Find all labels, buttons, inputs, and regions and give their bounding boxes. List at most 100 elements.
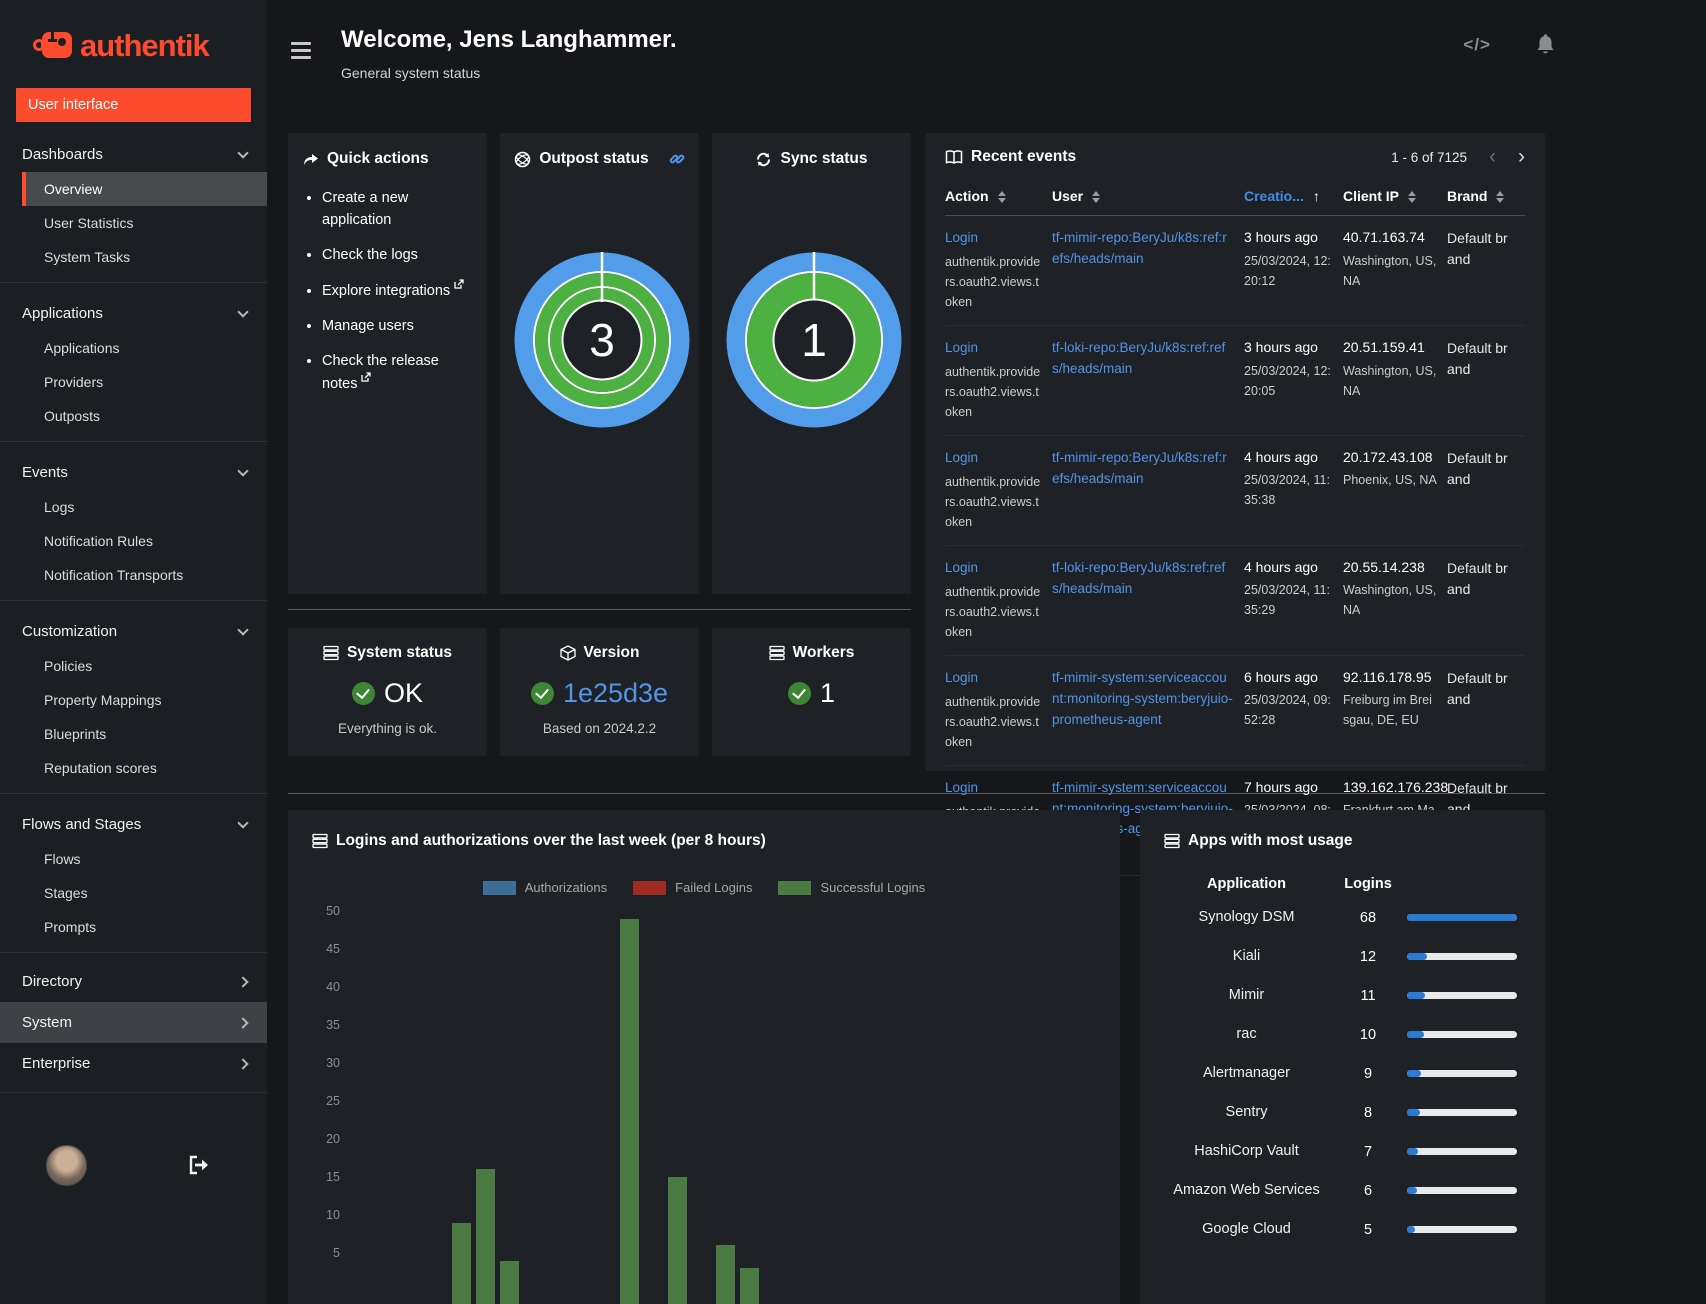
sidebar-item-outposts[interactable]: Outposts: [44, 408, 101, 424]
usage-bar-fill: [1407, 1187, 1417, 1194]
outpost-status-link-icon[interactable]: [669, 151, 685, 167]
sidebar-item-prompts[interactable]: Prompts: [44, 919, 97, 935]
event-time-relative: 3 hours ago: [1244, 229, 1318, 245]
section-divider: [288, 609, 911, 610]
event-action-cell: Login authentik.providers.oauth2.views.to…: [945, 668, 1052, 752]
events-column-brand[interactable]: Brand: [1447, 188, 1525, 204]
events-column-client-ip[interactable]: Client IP: [1343, 188, 1447, 204]
quick-action-explore-integrations[interactable]: Explore integrations: [322, 279, 473, 303]
event-action-link[interactable]: Login: [945, 559, 979, 575]
logout-icon[interactable]: [188, 1155, 210, 1175]
sidebar-item-applications[interactable]: Applications: [44, 340, 120, 356]
nav-group-header-applications[interactable]: Applications: [0, 291, 267, 331]
nav-divider: [0, 793, 267, 794]
quick-action-create-a-new-application[interactable]: Create a new application: [322, 188, 473, 232]
sync-status-card: Sync status 1: [712, 133, 911, 594]
event-action-detail: authentik.providers.oauth2.views.token: [945, 474, 1041, 529]
outpost-status-title: Outpost status: [539, 150, 649, 167]
sidebar-item-directory[interactable]: Directory: [0, 961, 267, 1002]
version-value-link[interactable]: 1e25d3e: [562, 678, 669, 708]
event-action-link[interactable]: Login: [945, 339, 979, 355]
events-column-user[interactable]: User: [1052, 188, 1244, 204]
event-time-relative: 4 hours ago: [1244, 558, 1318, 575]
event-user-link[interactable]: tf-mimir-repo:BeryJu/k8s:ref:refs/heads/…: [1052, 230, 1227, 266]
user-avatar[interactable]: [46, 1145, 87, 1186]
y-axis-tick-5: 5: [333, 1246, 340, 1260]
section-divider: [288, 793, 1545, 794]
sidebar-item-logs[interactable]: Logs: [44, 499, 75, 515]
chevron-right-icon: [237, 1016, 249, 1029]
event-action-link[interactable]: Login: [945, 669, 979, 685]
pagination-next-icon[interactable]: ›: [1518, 145, 1525, 168]
quick-action-check-the-release-notes[interactable]: Check the release notes: [322, 351, 473, 396]
recent-events-card: Recent events 1 - 6 of 7125 ‹ › Action Us…: [925, 133, 1545, 909]
event-action-link[interactable]: Login: [945, 449, 979, 465]
app-usage-bar: [1407, 914, 1521, 921]
sidebar-item-policies[interactable]: Policies: [44, 658, 93, 674]
nav-group-events: Events Logs Notification Rules Notification…: [0, 450, 267, 592]
event-client-ip: 20.55.14.238: [1343, 558, 1425, 575]
dashboard-content: Quick actions Create a new application Ch…: [267, 133, 1545, 1304]
sidebar-item-stages[interactable]: Stages: [44, 885, 88, 901]
server-icon: [323, 645, 339, 661]
sidebar-item-flows[interactable]: Flows: [44, 851, 81, 867]
quick-action-check-the-logs[interactable]: Check the logs: [322, 245, 473, 267]
event-action-link[interactable]: Login: [945, 230, 979, 245]
sidebar-item-providers[interactable]: Providers: [44, 374, 104, 390]
sidebar-item-blueprints[interactable]: Blueprints: [44, 726, 107, 742]
quick-actions-title: Quick actions: [327, 150, 429, 167]
app-login-count: 12: [1359, 948, 1377, 965]
event-location: Washington, US, NA: [1343, 363, 1437, 398]
event-ip-cell: 20.55.14.238 Washington, US, NA: [1343, 558, 1447, 642]
sidebar-item-notification-transports[interactable]: Notification Transports: [44, 567, 184, 583]
event-action-link[interactable]: Login: [945, 779, 979, 795]
sidebar-item-user-statistics[interactable]: User Statistics: [44, 215, 134, 231]
version-title: Version: [583, 644, 640, 661]
event-timestamp: 25/03/2024, 11:35:38: [1244, 473, 1330, 508]
column-label: Creatio...: [1244, 188, 1304, 204]
y-axis-tick-15: 15: [326, 1170, 340, 1184]
event-client-ip: 20.172.43.108: [1343, 448, 1433, 465]
sidebar-item-system-tasks[interactable]: System Tasks: [44, 249, 131, 265]
apps-server-icon: [1164, 833, 1180, 849]
event-row: Login authentik.providers.oauth2.views.to…: [945, 546, 1525, 656]
event-brand: Default brand: [1447, 339, 1508, 377]
event-time-relative: 7 hours ago: [1244, 778, 1318, 795]
legend-swatch: [482, 880, 516, 895]
nav-group-header-flows-and-stages[interactable]: Flows and Stages: [0, 802, 267, 842]
event-action-cell: Login authentik.providers.oauth2.views.to…: [945, 558, 1052, 642]
user-interface-button[interactable]: User interface: [16, 88, 251, 122]
legend-item-successful-logins: Successful Logins: [778, 880, 925, 895]
api-code-icon[interactable]: </>: [1463, 35, 1491, 54]
nav-group-flows-and-stages: Flows and Stages Flows Stages Prompts: [0, 802, 267, 944]
hamburger-menu-icon[interactable]: [291, 42, 311, 63]
workers-value: 1: [819, 678, 836, 708]
app-name: Sentry: [1225, 1103, 1268, 1120]
event-user-link[interactable]: tf-loki-repo:BeryJu/k8s:ref:refs/heads/m…: [1052, 339, 1226, 376]
event-user-link[interactable]: tf-mimir-repo:BeryJu/k8s:ref:refs/heads/…: [1052, 449, 1227, 486]
nav-divider: [0, 441, 267, 442]
column-label: Client IP: [1343, 188, 1400, 204]
sidebar-item-reputation-scores[interactable]: Reputation scores: [44, 760, 157, 776]
event-user-link[interactable]: tf-mimir-system:serviceaccount:monitorin…: [1052, 669, 1233, 727]
event-user-link[interactable]: tf-loki-repo:BeryJu/k8s:ref:refs/heads/m…: [1052, 559, 1226, 596]
authentik-logo: authentik: [0, 0, 267, 64]
events-column-action[interactable]: Action: [945, 188, 1052, 204]
nav-group-header-customization[interactable]: Customization: [0, 609, 267, 649]
events-column-creatio-[interactable]: Creatio... ↑: [1244, 188, 1343, 204]
nav-group-header-dashboards[interactable]: Dashboards: [0, 132, 267, 172]
event-location: Phoenix, US, NA: [1343, 473, 1437, 488]
quick-action-manage-users[interactable]: Manage users: [322, 316, 473, 338]
app-usage-row: Mimir 11: [1164, 976, 1521, 1015]
nav-group-header-events[interactable]: Events: [0, 450, 267, 490]
notifications-bell-icon[interactable]: [1535, 34, 1556, 56]
sidebar-item-notification-rules[interactable]: Notification Rules: [44, 533, 153, 549]
sidebar-item-enterprise[interactable]: Enterprise: [0, 1043, 267, 1084]
sidebar-item-system[interactable]: System: [0, 1002, 267, 1043]
sidebar-item-property-mappings[interactable]: Property Mappings: [44, 692, 162, 708]
pagination-prev-icon[interactable]: ‹: [1489, 145, 1496, 168]
sort-icon: [1408, 191, 1417, 203]
legend-label: Successful Logins: [820, 880, 926, 895]
sidebar-item-overview[interactable]: Overview: [22, 172, 267, 206]
y-axis-tick-50: 50: [326, 904, 340, 918]
